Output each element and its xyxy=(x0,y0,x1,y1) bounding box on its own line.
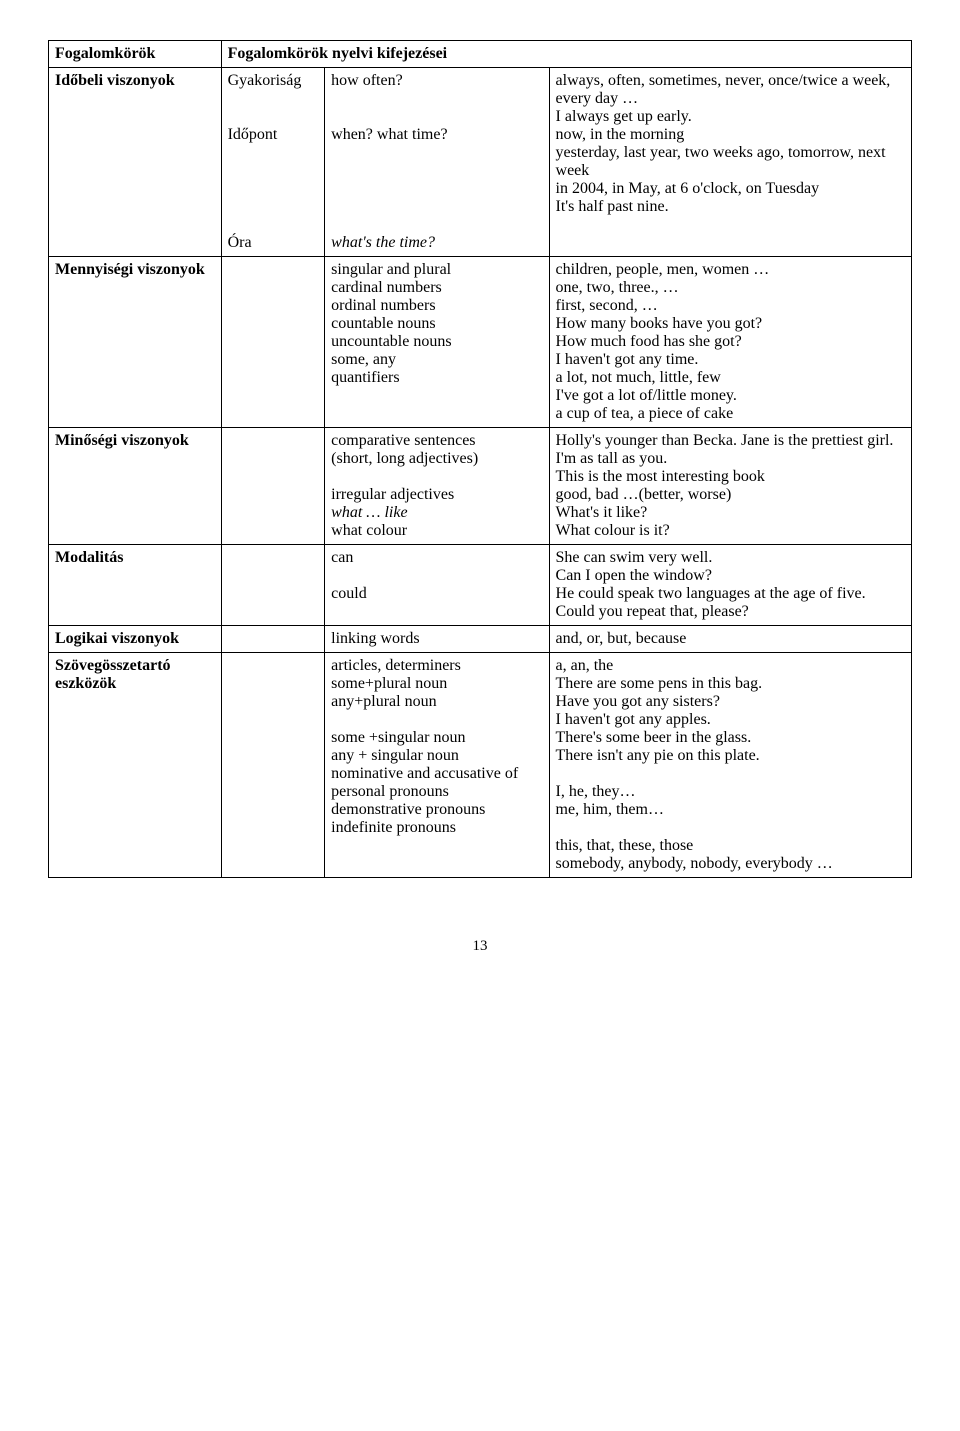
row-modalitas: Modalitás can could She can swim very we… xyxy=(49,545,912,626)
row-szoveg: Szövegösszetartó eszközök articles, dete… xyxy=(49,653,912,878)
sub-col-empty-4 xyxy=(221,626,325,653)
sub-col-empty-3 xyxy=(221,545,325,626)
right-mennyisegi: children, people, men, women … one, two,… xyxy=(549,257,911,428)
right-szoveg: a, an, the There are some pens in this b… xyxy=(549,653,911,878)
cat-szoveg: Szövegösszetartó eszközök xyxy=(49,653,222,878)
cat-idobeli: Időbeli viszonyok xyxy=(49,68,222,257)
cat-logikai: Logikai viszonyok xyxy=(49,626,222,653)
mid-mennyisegi: singular and plural cardinal numbers ord… xyxy=(325,257,549,428)
right-col-idobeli: always, often, sometimes, never, once/tw… xyxy=(549,68,911,257)
row-minosegi: Minőségi viszonyok comparative sentences… xyxy=(49,428,912,545)
header-right: Fogalomkörök nyelvi kifejezései xyxy=(221,41,911,68)
r0s0-right: always, often, sometimes, never, once/tw… xyxy=(556,72,891,125)
sub-col-empty-5 xyxy=(221,653,325,878)
cat-mennyisegi: Mennyiségi viszonyok xyxy=(49,257,222,428)
right-minosegi: Holly's younger than Becka. Jane is the … xyxy=(549,428,911,545)
right-logikai: and, or, but, because xyxy=(549,626,911,653)
right-modalitas: She can swim very well. Can I open the w… xyxy=(549,545,911,626)
sub-col-empty-1 xyxy=(221,257,325,428)
header-row: Fogalomkörök Fogalomkörök nyelvi kifejez… xyxy=(49,41,912,68)
mid-szoveg: articles, determiners some+plural noun a… xyxy=(325,653,549,878)
r0s2-right: It's half past nine. xyxy=(556,198,669,215)
sub-col-idobeli: Gyakoriság Időpont Óra xyxy=(221,68,325,257)
cat-minosegi: Minőségi viszonyok xyxy=(49,428,222,545)
mid-minosegi: comparative sentences (short, long adjec… xyxy=(325,428,549,545)
cat-modalitas: Modalitás xyxy=(49,545,222,626)
header-left: Fogalomkörök xyxy=(49,41,222,68)
mid-modalitas: can could xyxy=(325,545,549,626)
grammar-table: Fogalomkörök Fogalomkörök nyelvi kifejez… xyxy=(48,40,912,878)
r0s1-right: now, in the morning yesterday, last year… xyxy=(556,126,886,197)
mid-logikai: linking words xyxy=(325,626,549,653)
page-number: 13 xyxy=(48,938,912,955)
row-mennyisegi: Mennyiségi viszonyok singular and plural… xyxy=(49,257,912,428)
sub-col-empty-2 xyxy=(221,428,325,545)
mid-col-idobeli: how often? when? what time? what's the t… xyxy=(325,68,549,257)
row-logikai: Logikai viszonyok linking words and, or,… xyxy=(49,626,912,653)
row-idobeli: Időbeli viszonyok Gyakoriság Időpont Óra… xyxy=(49,68,912,257)
